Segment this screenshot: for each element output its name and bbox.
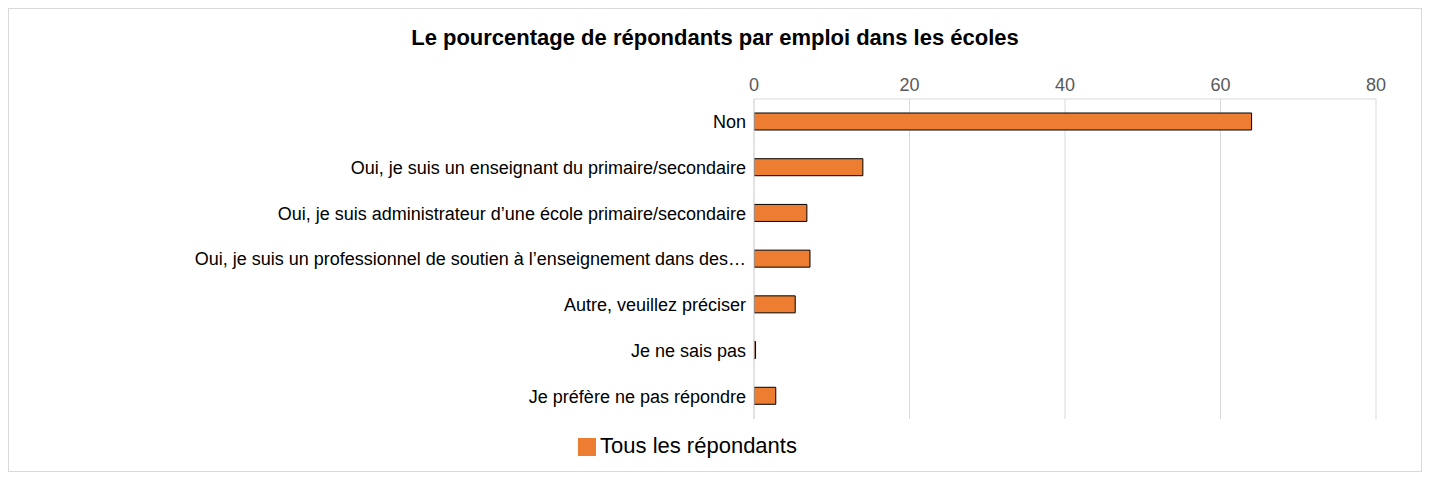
svg-text:Autre, veuillez préciser: Autre, veuillez préciser bbox=[564, 295, 746, 315]
svg-text:Oui, je suis un professionnel: Oui, je suis un professionnel de soutien… bbox=[195, 249, 746, 269]
svg-text:Non: Non bbox=[713, 112, 746, 132]
svg-text:Oui, je suis administrateur d’: Oui, je suis administrateur d’une école … bbox=[278, 204, 746, 224]
html-text:Tous les répondants: Tous les répondants bbox=[600, 433, 797, 458]
svg-text:Je ne sais pas: Je ne sais pas bbox=[631, 341, 746, 361]
svg-text:20: 20 bbox=[899, 75, 919, 95]
svg-text:60: 60 bbox=[1210, 75, 1230, 95]
svg-text:Oui, je suis un enseignant du: Oui, je suis un enseignant du primaire/s… bbox=[351, 158, 746, 178]
svg-text:0: 0 bbox=[749, 75, 759, 95]
svg-text:40: 40 bbox=[1055, 75, 1075, 95]
svg-text:80: 80 bbox=[1366, 75, 1386, 95]
html-text:Le pourcentage de répondants p: Le pourcentage de répondants par emploi … bbox=[411, 25, 1019, 50]
svg-text:Je préfère ne pas répondre: Je préfère ne pas répondre bbox=[529, 387, 746, 407]
